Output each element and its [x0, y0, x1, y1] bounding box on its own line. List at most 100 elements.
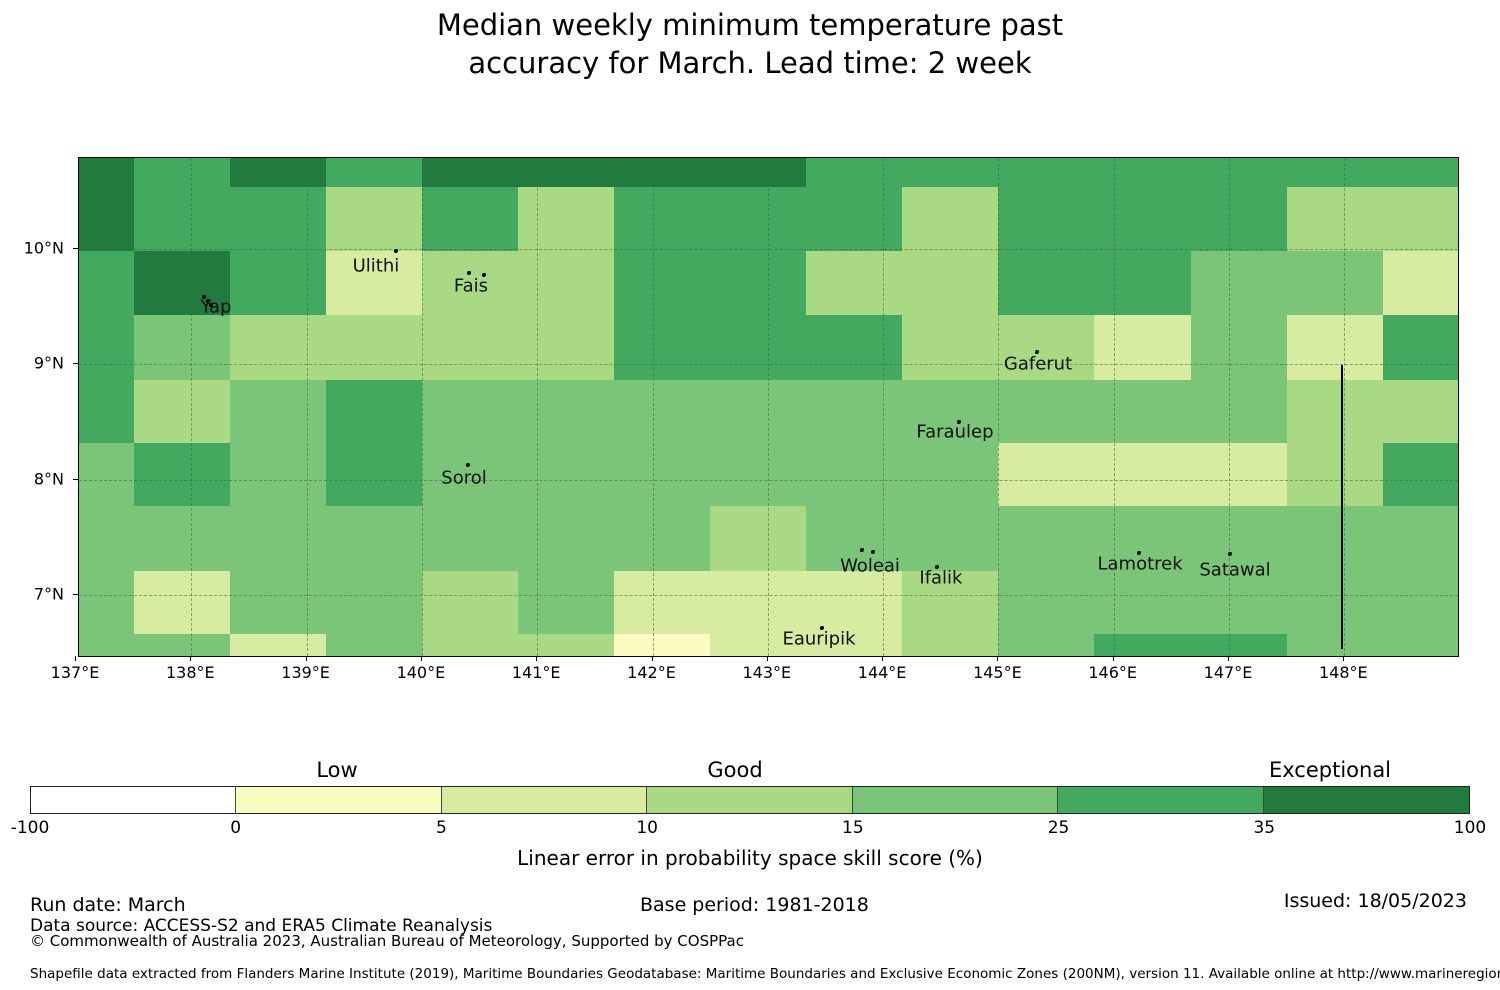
grid-cell — [710, 380, 807, 444]
x-axis-tick-label: 143°E — [742, 663, 792, 682]
colorbar-tick-label: 35 — [1253, 818, 1276, 838]
grid-cell — [133, 571, 230, 634]
grid-cell — [229, 380, 326, 444]
graticule-meridian — [191, 158, 193, 656]
graticule-meridian — [1344, 158, 1346, 656]
grid-cell — [517, 158, 615, 188]
x-axis-tickmark — [75, 656, 76, 661]
grid-cell — [1094, 505, 1191, 571]
x-axis-tick-label: 147°E — [1203, 663, 1253, 682]
x-axis-tick-label: 146°E — [1088, 663, 1138, 682]
grid-cell — [1094, 571, 1191, 634]
grid-cell — [1190, 187, 1287, 252]
island-label-satawal: Satawal — [1199, 559, 1271, 581]
island-marker-woleai — [870, 549, 875, 554]
island-label-yap: Yap — [200, 296, 232, 318]
grid-cell — [614, 571, 711, 634]
grid-cell — [710, 633, 807, 656]
graticule-meridian — [421, 158, 423, 656]
y-axis-tick-label: 7°N — [33, 584, 64, 604]
grid-cell — [133, 380, 230, 444]
island-label-sorol: Sorol — [441, 467, 487, 489]
grid-cell — [902, 158, 999, 188]
graticule-meridian — [1113, 158, 1115, 656]
grid-cell — [710, 443, 807, 506]
island-label-ifalik: Ifalik — [919, 567, 963, 589]
colorbar-tick-label: 0 — [230, 818, 242, 838]
island-marker-yap — [209, 303, 214, 308]
graticule-meridian — [1229, 158, 1230, 656]
grid-cell — [614, 315, 711, 381]
island-marker-yap — [206, 299, 211, 304]
island-marker-ifalik — [934, 564, 939, 569]
grid-cell — [1382, 158, 1458, 188]
grid-cell — [421, 380, 518, 444]
grid-cell — [325, 187, 422, 252]
colorbar-segment — [31, 787, 237, 813]
colorbar-tick-label: 100 — [1453, 818, 1487, 838]
grid-cell — [614, 443, 711, 506]
grid-cell — [325, 633, 422, 656]
grid-cell — [1190, 443, 1287, 506]
grid-cell — [325, 443, 422, 506]
grid-cell — [1382, 443, 1458, 506]
grid-cell — [998, 187, 1095, 252]
island-marker-eauripik — [819, 625, 824, 630]
island-marker-yap — [201, 295, 206, 300]
grid-cell — [710, 158, 807, 188]
grid-cell — [998, 505, 1095, 571]
x-axis-tickmark — [1228, 656, 1229, 661]
colorbar-caption: Linear error in probability space skill … — [517, 846, 983, 870]
x-axis-tickmark — [882, 656, 884, 661]
colorbar-category-exceptional: Exceptional — [1268, 758, 1392, 782]
grid-cell — [998, 315, 1095, 381]
y-axis-tickmark — [73, 478, 78, 480]
grid-cell — [133, 158, 230, 188]
x-axis-tick-label: 148°E — [1318, 663, 1368, 682]
grid-cell — [1094, 443, 1191, 506]
x-axis-tick-label: 137°E — [50, 663, 100, 682]
grid-cell — [133, 251, 230, 316]
island-marker-satawal — [1228, 551, 1233, 556]
grid-cell — [421, 505, 518, 571]
x-axis-tickmark — [420, 656, 422, 661]
base-period-text: Base period: 1981-2018 — [640, 894, 869, 916]
x-axis-tickmark — [651, 656, 653, 661]
colorbar-segment — [441, 787, 648, 813]
grid-cell — [229, 633, 326, 656]
y-axis-tick-label: 9°N — [33, 353, 64, 373]
grid-cell — [1286, 187, 1383, 252]
grid-cell — [421, 315, 518, 381]
grid-cell — [710, 187, 807, 252]
grid-cell — [79, 505, 134, 571]
colorbar-tick-label: 25 — [1047, 818, 1070, 838]
grid-cell — [325, 251, 422, 316]
grid-cell — [1190, 571, 1287, 634]
grid-cell — [902, 571, 999, 634]
grid-cell — [79, 315, 134, 381]
grid-cell — [1382, 505, 1458, 571]
grid-cell — [79, 443, 134, 506]
data-source-text: Data source: ACCESS-S2 and ERA5 Climate … — [30, 916, 493, 936]
map-canvas: Yap Ulithi Fais Sorol Gaferut Faraulep Woleai I… — [79, 158, 1458, 656]
grid-cell — [325, 380, 422, 444]
x-axis-tick-label: 142°E — [627, 663, 676, 682]
graticule-meridian — [883, 158, 885, 656]
grid-cell — [1382, 251, 1458, 316]
grid-cell — [325, 315, 422, 381]
grid-cell — [806, 315, 903, 381]
grid-cell — [517, 443, 615, 506]
grid-cell — [1382, 315, 1458, 381]
grid-cell — [325, 505, 422, 571]
grid-cell — [79, 633, 134, 656]
graticule-parallel — [79, 364, 1458, 366]
grid-cell — [517, 251, 615, 316]
grid-cell — [421, 251, 518, 316]
grid-cell — [806, 443, 903, 506]
grid-cell — [806, 187, 903, 252]
grid-cell — [806, 251, 903, 316]
grid-cell — [517, 315, 615, 381]
grid-cell — [421, 158, 518, 188]
grid-cell — [1094, 380, 1191, 444]
grid-cell — [133, 633, 230, 656]
